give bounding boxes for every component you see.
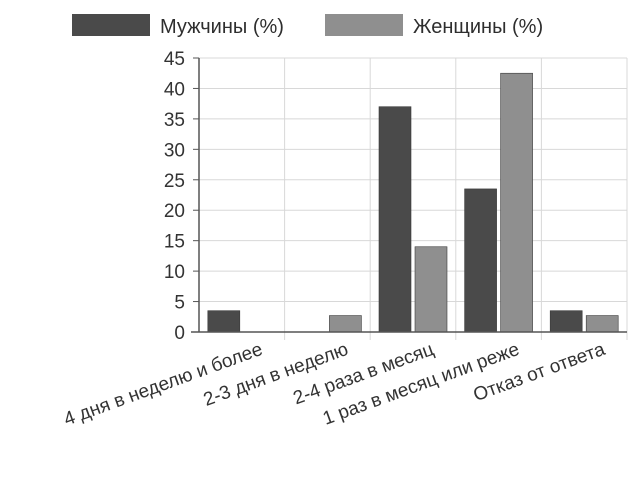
bar-men [549,310,583,333]
legend-label-women: Женщины (%) [413,16,543,38]
bar-men [464,188,497,333]
y-tick-label: 35 [164,110,185,131]
bar-men [207,310,241,333]
bar-women [500,72,533,333]
bar-women [414,246,448,333]
bar-women [329,315,362,333]
y-tick-label: 20 [164,201,185,222]
y-tick-label: 15 [164,232,185,253]
legend-swatch-women [325,14,403,36]
y-axis: 0 5 10 15 20 25 30 35 40 45 [164,49,200,344]
y-tick-label: 25 [164,171,185,192]
y-tick-label: 0 [174,323,185,344]
legend-label-men: Мужчины (%) [160,16,284,38]
bar-women [585,315,619,333]
y-tick-label: 30 [164,140,185,161]
y-tick-label: 40 [164,79,185,100]
y-tick-label: 10 [164,262,185,283]
bars [207,72,619,333]
gridlines [199,57,628,340]
legend-swatch-men [72,14,150,36]
legend: Мужчины (%) Женщины (%) [72,14,543,38]
y-tick-label: 45 [164,49,185,70]
bar-men [378,106,412,333]
y-tick-label: 5 [174,293,185,314]
